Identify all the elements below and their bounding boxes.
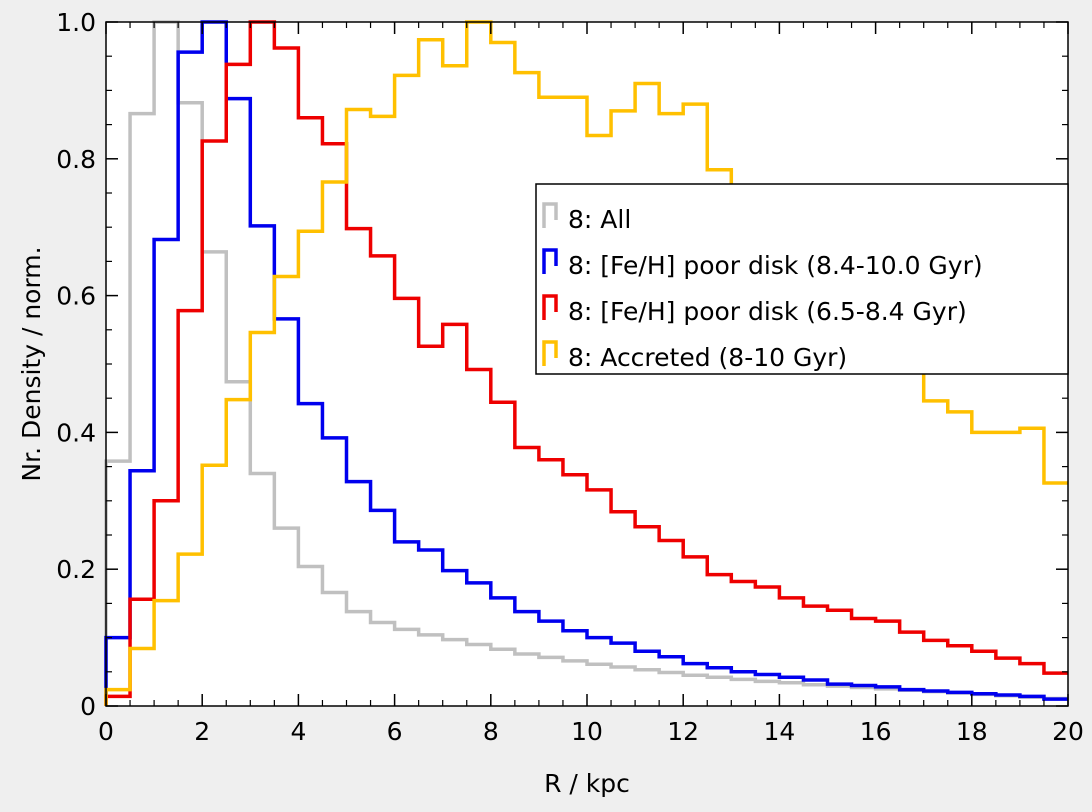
x-tick-label: 2 [194, 717, 210, 746]
legend-swatch [542, 340, 558, 366]
x-tick-label: 20 [1052, 717, 1084, 746]
y-tick-label: 0.4 [56, 418, 96, 447]
series-line-2 [104, 20, 1068, 706]
legend-swatch [542, 202, 558, 228]
x-tick-label: 10 [571, 717, 603, 746]
legend-swatch [542, 294, 558, 320]
x-tick-label: 12 [667, 717, 699, 746]
x-axis-label: R / kpc [544, 769, 630, 798]
legend-label: 8: [Fe/H] poor disk (8.4-10.0 Gyr) [568, 251, 983, 280]
legend: 8: All 8: [Fe/H] poor disk (8.4-10.0 Gyr)… [535, 183, 1069, 375]
legend-label: 8: [Fe/H] poor disk (6.5-8.4 Gyr) [568, 297, 967, 326]
legend-swatch [542, 248, 558, 274]
x-tick-label: 14 [763, 717, 795, 746]
legend-label: 8: Accreted (8-10 Gyr) [568, 343, 847, 372]
x-tick-label: 4 [290, 717, 306, 746]
y-tick-label: 0.6 [56, 282, 96, 311]
x-tick-label: 0 [98, 717, 114, 746]
y-tick-label: 0.2 [56, 555, 96, 584]
x-tick-label: 18 [956, 717, 988, 746]
x-tick-label: 6 [387, 717, 403, 746]
axes-layer: 0 2 4 6 8 10 12 14 16 18 20 0 0.2 0.4 0.6 0.8 1.0 [56, 8, 1084, 746]
x-tick-label: 8 [483, 717, 499, 746]
x-tick-label: 16 [860, 717, 892, 746]
legend-box [535, 183, 1069, 375]
y-tick-label: 0 [80, 692, 96, 721]
y-axis-label: Nr. Density / norm. [17, 246, 46, 481]
legend-label: 8: All [568, 205, 631, 234]
y-tick-label: 0.8 [56, 145, 96, 174]
y-tick-label: 1.0 [56, 8, 96, 37]
